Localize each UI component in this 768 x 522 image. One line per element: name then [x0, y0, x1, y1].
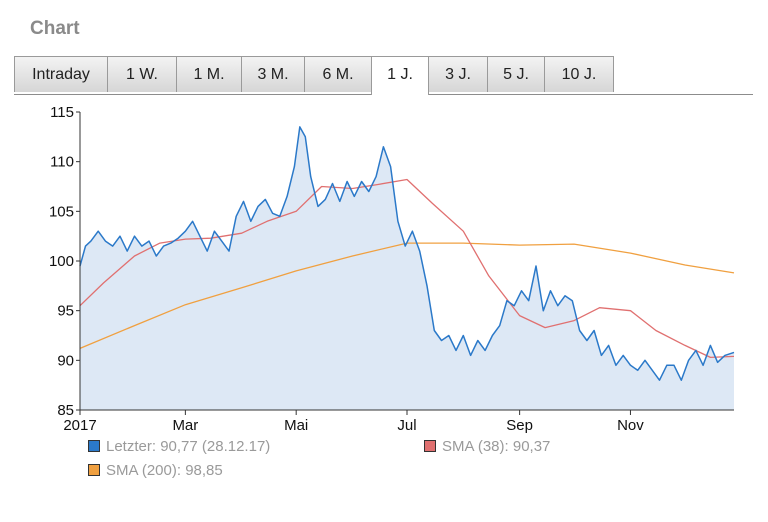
tab-10y[interactable]: 10 J. — [544, 56, 614, 92]
tab-1y[interactable]: 1 J. — [371, 56, 429, 95]
legend-label: Letzter: 90,77 (28.12.17) — [106, 438, 271, 455]
x-tick-label: Sep — [506, 417, 533, 434]
y-tick-label: 115 — [50, 104, 74, 121]
tab-1m[interactable]: 1 M. — [176, 56, 242, 92]
legend-item-last: Letzter: 90,77 (28.12.17) — [88, 438, 270, 455]
x-tick-label: 2017 — [63, 417, 96, 434]
legend-swatch — [424, 440, 436, 452]
y-tick-label: 90 — [57, 352, 74, 369]
tab-label: Intraday — [32, 66, 90, 83]
y-tick-label: 100 — [49, 253, 74, 270]
series-line-0 — [79, 126, 735, 381]
tab-6m[interactable]: 6 M. — [304, 56, 372, 92]
tab-5y[interactable]: 5 J. — [487, 56, 545, 92]
chart-heading: Chart — [30, 18, 80, 39]
tab-label: 1 J. — [387, 66, 413, 83]
x-tick-label: Mar — [172, 417, 198, 434]
y-tick-label: 110 — [50, 154, 74, 171]
tab-3y[interactable]: 3 J. — [428, 56, 488, 92]
tab-label: 10 J. — [561, 66, 597, 83]
y-tick-label: 85 — [57, 402, 74, 419]
legend-item-sma200: SMA (200): 98,85 — [88, 462, 223, 479]
period-tabs: Intraday 1 W. 1 M. 3 M. 6 M. 1 J. 3 J. 5… — [14, 56, 753, 95]
x-tick-label: Nov — [617, 417, 644, 434]
legend-label: SMA (200): 98,85 — [106, 462, 223, 479]
y-tick-label: 105 — [49, 203, 74, 220]
y-tick-label: 95 — [57, 303, 74, 320]
tab-label: 6 M. — [322, 66, 354, 83]
tab-intraday[interactable]: Intraday — [14, 56, 108, 92]
x-tick-label: Jul — [397, 417, 416, 434]
series-line-1 — [79, 178, 735, 359]
tab-label: 1 W. — [125, 66, 158, 83]
price-area — [80, 126, 734, 411]
chart-legend: Letzter: 90,77 (28.12.17) SMA (38): 90,3… — [88, 438, 748, 488]
tab-label: 3 M. — [257, 66, 289, 83]
legend-swatch — [88, 440, 100, 452]
legend-label: SMA (38): 90,37 — [442, 438, 551, 455]
tab-label: 1 M. — [193, 66, 225, 83]
x-tick-label: Mai — [284, 417, 308, 434]
legend-item-sma38: SMA (38): 90,37 — [424, 438, 550, 455]
legend-swatch — [88, 464, 100, 476]
tab-label: 5 J. — [503, 66, 529, 83]
tab-3m[interactable]: 3 M. — [241, 56, 305, 92]
tab-label: 3 J. — [445, 66, 471, 83]
